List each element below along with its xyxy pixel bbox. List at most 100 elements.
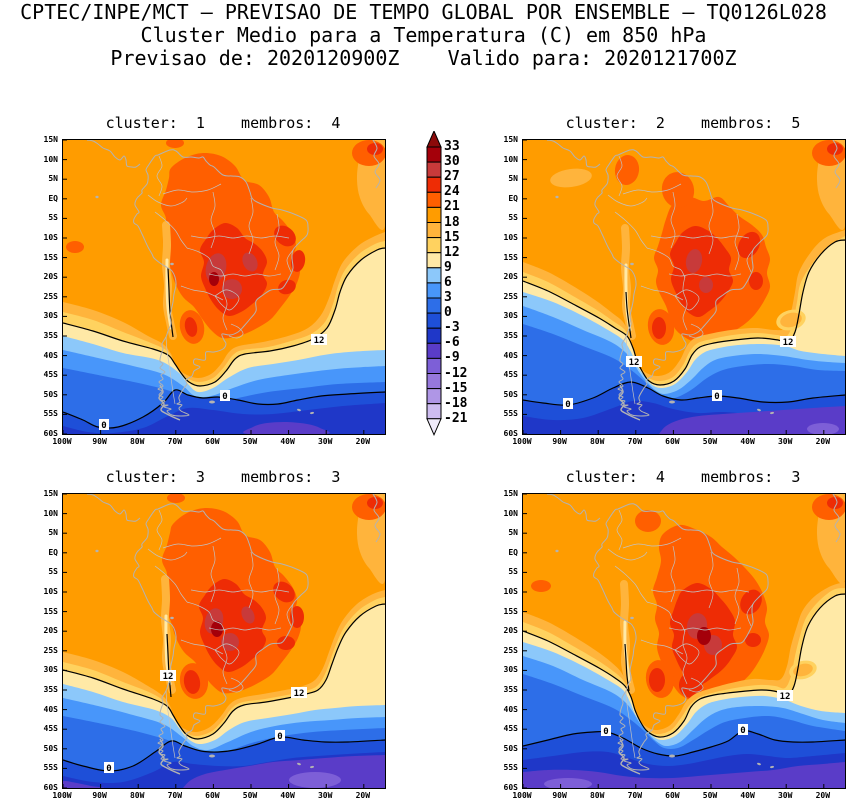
temp-blob <box>166 140 184 148</box>
colorbar-box <box>426 252 442 269</box>
colorbar-box <box>426 146 442 163</box>
country-border <box>616 509 623 551</box>
temp-blob <box>274 225 296 247</box>
lon-tick-label: 90W <box>552 437 567 446</box>
country-border <box>286 603 294 627</box>
lat-tick-label: 25S <box>503 291 518 301</box>
country-border <box>746 249 754 273</box>
lat-tick-label: 50S <box>503 389 518 399</box>
contour-label: 12 <box>626 356 642 368</box>
colorbar-level-label: -21 <box>444 410 468 426</box>
country-border <box>668 627 742 631</box>
country-border <box>147 548 188 561</box>
svg-text:12: 12 <box>314 336 325 346</box>
lon-tick-label: 70W <box>627 791 643 800</box>
lon-tick-label: 20W <box>355 791 371 800</box>
lat-tick-label: 30S <box>503 665 518 675</box>
contour-line <box>167 267 174 338</box>
lat-tick-label: 5N <box>48 528 58 538</box>
country-border <box>682 629 688 685</box>
temp-blob <box>242 252 258 272</box>
contour-label: 12 <box>160 670 176 682</box>
coastline-central-america <box>86 494 141 522</box>
header-line-1: CPTEC/INPE/MCT — PREVISAO DE TEMPO GLOBA… <box>20 0 827 24</box>
svg-text:12: 12 <box>780 692 791 702</box>
contour-label: 0 <box>738 724 748 736</box>
temp-blob <box>737 231 761 259</box>
country-border <box>248 551 254 609</box>
colorbar-box <box>426 297 442 314</box>
lat-tick-label: 50S <box>503 743 518 753</box>
country-border <box>222 629 228 685</box>
colorbar-level-label: -12 <box>444 365 468 381</box>
coastline <box>133 149 309 417</box>
temp-blob <box>211 621 223 637</box>
temp-blob <box>222 279 242 299</box>
temp-blob <box>770 765 774 769</box>
country-border <box>190 235 290 239</box>
coastline-africa <box>372 140 381 189</box>
temp-blob <box>745 633 761 647</box>
contour-line <box>63 736 385 772</box>
temp-blob <box>740 589 762 615</box>
contour-label: 12 <box>311 334 327 346</box>
coastline-africa <box>372 494 381 543</box>
lon-tick-label: 40W <box>280 791 295 800</box>
country-border <box>156 155 163 197</box>
temp-blob <box>630 262 634 266</box>
temp-blob <box>661 172 695 208</box>
country-border <box>186 247 226 279</box>
lon-tick-label: 50W <box>702 791 718 800</box>
contour-line <box>625 291 632 339</box>
temp-blob <box>652 317 666 339</box>
lon-tick-label: 50W <box>242 437 258 446</box>
country-border <box>214 289 240 311</box>
temp-blob <box>757 762 761 766</box>
panel-title-1: cluster: 1 membros: 4 <box>105 114 341 132</box>
country-border <box>214 643 240 665</box>
contour-line <box>523 730 845 757</box>
temp-blob <box>555 549 559 553</box>
temp-blob <box>367 497 383 509</box>
lat-tick-label: 10S <box>503 587 518 596</box>
country-border <box>670 545 676 603</box>
country-border <box>186 601 226 633</box>
temp-blob <box>827 143 843 155</box>
coastline-central-america <box>546 140 601 168</box>
colorbar-level-label: 3 <box>444 290 452 305</box>
country-border <box>614 565 648 603</box>
country-border <box>668 273 742 277</box>
contour-label: 12 <box>291 687 307 699</box>
lat-tick-label: EQ <box>48 193 58 203</box>
country-border <box>622 537 682 549</box>
temp-blob <box>95 549 99 553</box>
lat-tick-label: 35S <box>43 331 58 340</box>
lat-tick-label: 40S <box>43 350 58 360</box>
country-border <box>646 247 686 279</box>
temp-blob <box>273 581 295 603</box>
contour-line <box>523 593 845 738</box>
colorbar-level-label: 33 <box>444 139 460 154</box>
coastline-fjords <box>618 738 641 775</box>
country-border <box>734 213 740 271</box>
map-cluster-4: 12 0 0 <box>522 493 846 789</box>
country-border <box>274 213 280 271</box>
lon-tick-label: 30W <box>317 437 333 446</box>
temp-blob <box>297 762 301 766</box>
header-line-2: Cluster Medio para a Temperatura (C) em … <box>140 23 707 47</box>
panel-title-3: cluster: 3 membros: 3 <box>105 468 341 486</box>
temp-blob <box>614 155 640 185</box>
panel-cluster-1: cluster: 1 membros: 4 12 0 0 15N 10N 5N EQ 5S 10… <box>44 114 386 446</box>
lat-tick-label: 25S <box>43 645 58 655</box>
map-cluster-3: 12 12 0 0 <box>62 493 386 789</box>
lon-tick-label: 40W <box>280 437 295 446</box>
country-border <box>650 589 750 593</box>
temp-blob <box>544 778 592 788</box>
temp-blob <box>184 317 198 337</box>
temp-blob <box>780 312 802 328</box>
lon-tick-label: 100W <box>512 791 532 800</box>
svg-text:0: 0 <box>106 764 111 774</box>
contour-label: 0 <box>712 390 722 402</box>
temp-blob <box>697 627 711 645</box>
lat-tick-label: 45S <box>503 724 518 734</box>
